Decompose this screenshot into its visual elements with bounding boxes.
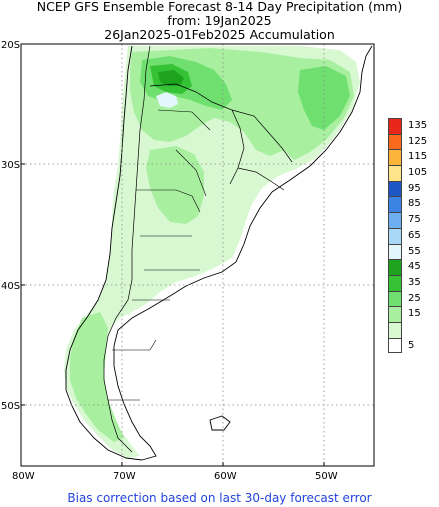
precipitation-legend: 135 125 115 105 95 85 75 65 55 45 35 25 15 5 — [388, 118, 427, 354]
tick-marks — [20, 43, 325, 466]
pacific-coastline — [65, 45, 143, 461]
coastlines — [65, 45, 373, 461]
legend-label: 45 — [408, 261, 421, 273]
legend-swatch: 65 — [388, 227, 421, 244]
forecast-init-date: from: 19Jan2025 — [167, 13, 272, 28]
legend-swatch: 5 — [388, 337, 414, 354]
legend-label: 65 — [408, 229, 421, 241]
legend-label: 105 — [408, 167, 428, 179]
legend-swatch: 15 — [388, 306, 421, 322]
graticule — [21, 44, 374, 466]
legend-label: 115 — [408, 151, 428, 163]
lon-label-50w: 50W — [315, 471, 338, 482]
legend-label: 5 — [408, 339, 415, 351]
uruguay-border — [237, 167, 285, 191]
map-border — [20, 43, 375, 467]
legend-swatch: 95 — [388, 180, 421, 197]
legend-label: 25 — [408, 292, 421, 304]
legend-label: 85 — [408, 198, 421, 210]
legend-swatch: 45 — [388, 259, 421, 275]
precip-15-25-south — [70, 312, 124, 442]
lat-label-20s: 20S — [1, 40, 20, 51]
legend-swatch: 25 — [388, 290, 421, 307]
legend-swatch: 135 — [388, 118, 427, 134]
brazil-border — [231, 109, 293, 163]
map-title: NCEP GFS Ensemble Forecast 8-14 Day Prec… — [36, 0, 403, 14]
lon-label-60w: 60W — [214, 471, 237, 482]
legend-swatch: 75 — [388, 212, 421, 228]
legend-swatch — [388, 321, 402, 338]
precip-55-65-spot — [156, 92, 178, 108]
accumulation-period: 26Jan2025-01Feb2025 Accumulation — [104, 27, 335, 42]
andes-border — [103, 45, 151, 453]
precip-45-55-core — [158, 70, 184, 86]
legend-label: 135 — [408, 120, 428, 131]
legend-label: 55 — [408, 245, 421, 257]
lat-label-50s: 50S — [1, 401, 20, 412]
legend-label: 35 — [408, 276, 421, 288]
province-borders — [108, 109, 211, 401]
precipitation-shading — [64, 46, 360, 458]
legend-swatch: 35 — [388, 274, 421, 291]
legend-swatch: 115 — [388, 149, 427, 166]
legend-label: 125 — [408, 135, 428, 147]
lon-label-80w: 80W — [12, 471, 35, 482]
lat-label-30s: 30S — [1, 160, 20, 171]
legend-swatch: 105 — [388, 165, 427, 181]
atlantic-coastline — [113, 45, 373, 461]
legend-label: 75 — [408, 214, 421, 226]
bias-correction-note: Bias correction based on last 30-day for… — [67, 491, 372, 505]
legend-label: 15 — [408, 308, 421, 320]
falkland-islands — [209, 415, 231, 431]
legend-swatch: 125 — [388, 133, 427, 150]
legend-label: 95 — [408, 182, 421, 194]
lat-label-40s: 40S — [1, 281, 20, 292]
legend-swatch: 55 — [388, 243, 421, 260]
lon-label-70w: 70W — [113, 471, 136, 482]
legend-swatch: 85 — [388, 196, 421, 213]
precip-15-25-central — [146, 146, 204, 224]
